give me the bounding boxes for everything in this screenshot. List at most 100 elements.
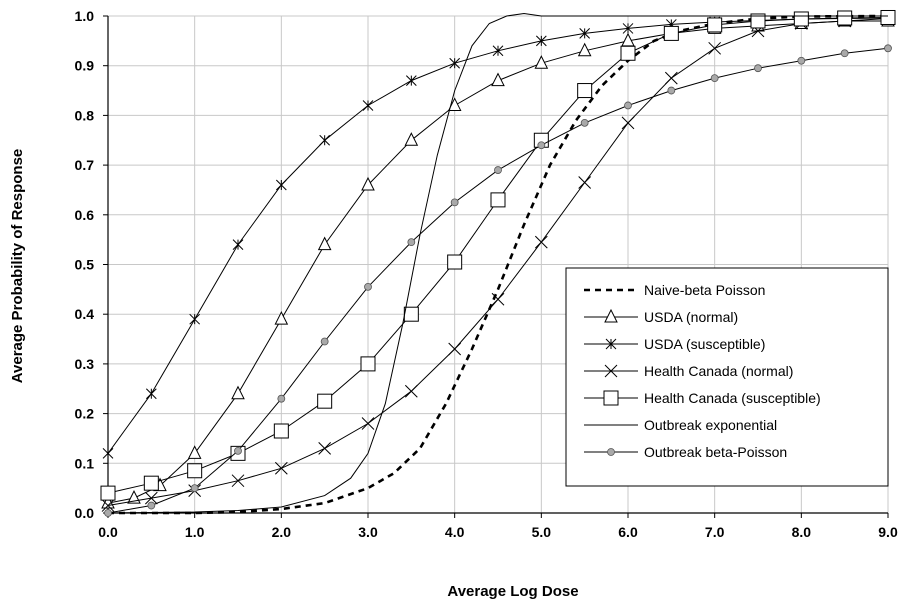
x-tick-label: 9.0 <box>878 524 898 540</box>
data-point <box>101 499 115 512</box>
data-point <box>318 442 332 455</box>
data-point <box>144 491 158 505</box>
data-point <box>102 448 114 459</box>
data-point <box>100 485 116 501</box>
legend-label: Health Canada (normal) <box>644 363 793 379</box>
y-axis-title: Average Probability of Response <box>9 149 26 384</box>
data-point <box>537 141 546 150</box>
data-point <box>580 118 589 127</box>
data-point <box>234 446 242 455</box>
data-point <box>447 254 463 270</box>
legend-item: USDA (susceptible) <box>584 336 765 352</box>
data-point <box>664 71 678 85</box>
data-point <box>880 9 896 25</box>
data-point <box>189 313 201 325</box>
legend-item: USDA (normal) <box>584 308 738 325</box>
data-point <box>361 417 375 430</box>
data-point <box>793 11 809 27</box>
data-point <box>491 292 505 306</box>
data-point <box>232 239 244 250</box>
series-line <box>108 14 889 515</box>
y-tick-label: 0.3 <box>75 356 95 372</box>
x-tick-label: 1.0 <box>185 524 205 540</box>
y-tick-label: 1.0 <box>75 8 95 24</box>
legend-label: Naive-beta Poisson <box>644 282 765 298</box>
data-point <box>620 45 636 61</box>
data-point <box>447 97 462 111</box>
data-point <box>449 57 461 69</box>
data-point <box>837 10 853 26</box>
data-point <box>407 238 416 247</box>
legend-marker <box>605 338 617 350</box>
y-tick-label: 0.5 <box>75 257 95 273</box>
legend-item: Health Canada (normal) <box>584 363 793 379</box>
data-point <box>147 501 156 510</box>
data-point <box>190 484 199 493</box>
series-outbreak-exponential <box>107 12 888 514</box>
data-point <box>143 475 159 491</box>
data-point <box>578 176 592 189</box>
data-point <box>405 75 417 86</box>
data-point <box>275 179 287 191</box>
data-point <box>320 337 329 346</box>
legend-label: Health Canada (susceptible) <box>644 390 821 406</box>
data-point <box>579 28 591 39</box>
data-point <box>362 100 374 111</box>
data-point <box>274 461 288 475</box>
data-point <box>491 72 505 87</box>
data-point <box>710 74 719 83</box>
data-point <box>104 509 112 517</box>
data-point <box>490 192 506 208</box>
data-point <box>364 282 372 291</box>
data-point <box>622 23 634 34</box>
data-point <box>231 474 245 488</box>
legend-label: USDA (susceptible) <box>644 336 765 352</box>
x-tick-label: 7.0 <box>705 524 725 540</box>
legend: Naive-beta Poisson USDA (normal) USDA (sus… <box>565 267 889 487</box>
legend-marker <box>607 448 615 456</box>
data-point <box>274 311 289 325</box>
data-point <box>361 176 375 191</box>
x-tick-label: 3.0 <box>358 524 378 540</box>
series-naive-beta-poisson <box>108 14 889 515</box>
data-point <box>494 166 502 174</box>
data-point <box>404 384 418 398</box>
data-point <box>840 49 849 58</box>
legend-marker <box>604 308 618 323</box>
legend-label: USDA (normal) <box>644 309 738 325</box>
data-point <box>534 235 548 249</box>
grid <box>108 15 889 513</box>
series-group <box>100 9 896 517</box>
data-point <box>884 44 892 53</box>
legend-item: Health Canada (susceptible) <box>584 390 821 406</box>
legend-marker <box>603 390 619 406</box>
data-point <box>577 42 592 57</box>
y-tick-label: 0.2 <box>75 406 95 422</box>
data-point <box>707 17 723 33</box>
y-tick-label: 0.0 <box>75 505 95 521</box>
data-point <box>621 116 635 130</box>
legend-item: Outbreak beta-Poisson <box>584 444 787 460</box>
axes: 0.0 1.0 2.0 3.0 4.0 5.0 6.0 7.0 8.0 9.0 0.0 0.1 0.2 0… <box>75 8 898 540</box>
legend-label: Outbreak beta-Poisson <box>644 444 787 460</box>
data-point <box>708 41 722 55</box>
x-tick-label: 5.0 <box>532 524 552 540</box>
legend-marker <box>604 364 618 378</box>
x-tick-label: 4.0 <box>445 524 465 540</box>
legend-box <box>565 267 889 487</box>
series-outbreak-beta-poisson <box>104 44 892 517</box>
data-point <box>317 393 333 409</box>
data-point <box>403 306 419 322</box>
x-axis-title: Average Log Dose <box>447 583 578 600</box>
data-point <box>404 132 419 146</box>
data-point <box>535 35 547 47</box>
data-point <box>448 342 462 356</box>
data-point <box>450 198 459 207</box>
data-point <box>317 236 332 251</box>
legend-item: Naive-beta Poisson <box>584 282 765 298</box>
x-tick-label: 8.0 <box>792 524 812 540</box>
data-point <box>663 25 679 41</box>
y-tick-label: 0.4 <box>75 306 95 322</box>
